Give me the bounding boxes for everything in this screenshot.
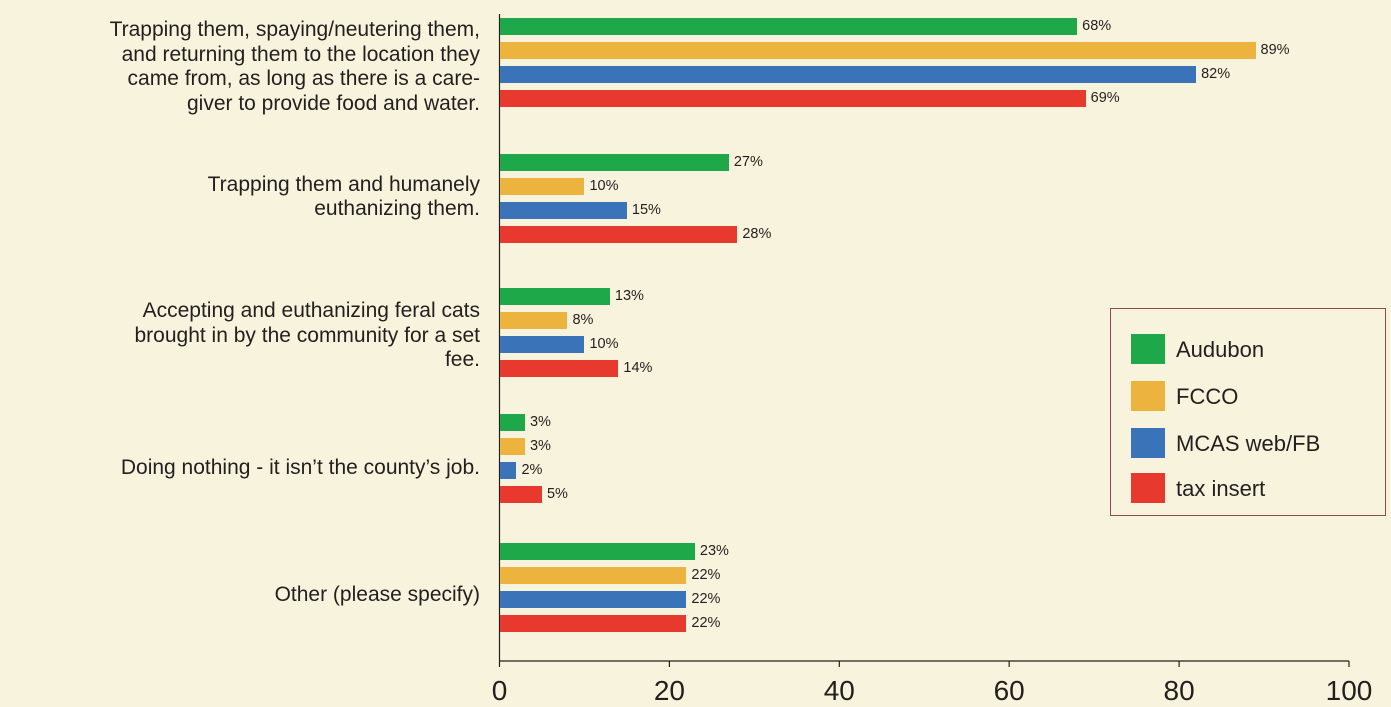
category-label-line: Other (please specify) bbox=[274, 582, 480, 606]
bar-value-label: 14% bbox=[623, 360, 653, 376]
bar-fcco-0 bbox=[499, 42, 1256, 59]
x-tick-label: 60 bbox=[993, 675, 1025, 706]
bar-mcas-web-fb-1 bbox=[499, 202, 627, 219]
bar-value-label: 3% bbox=[529, 438, 551, 454]
bar-mcas-web-fb-0 bbox=[499, 66, 1197, 83]
bar-fcco-3 bbox=[499, 438, 525, 455]
legend-swatch bbox=[1131, 428, 1165, 458]
category-label-line: Accepting and euthanizing feral cats bbox=[142, 299, 480, 323]
bar-tax-insert-4 bbox=[499, 615, 687, 632]
bar-value-label: 10% bbox=[589, 178, 619, 194]
bar-audubon-2 bbox=[499, 288, 610, 305]
category-label-line: Doing nothing - it isn’t the county’s jo… bbox=[120, 455, 480, 479]
bar-value-label: 22% bbox=[691, 591, 721, 607]
bar-value-label: 10% bbox=[589, 336, 619, 352]
bar-mcas-web-fb-2 bbox=[499, 336, 585, 353]
bar-fcco-4 bbox=[499, 567, 687, 584]
category-label-line: came from, as long as there is a care- bbox=[127, 67, 480, 90]
x-tick-label: 80 bbox=[1163, 675, 1195, 706]
category-label-line: euthanizing them. bbox=[314, 197, 480, 220]
category-label: Trapping them, spaying/neutering them, an… bbox=[0, 18, 480, 116]
bar-value-label: 13% bbox=[614, 288, 644, 304]
bar-mcas-web-fb-3 bbox=[499, 462, 517, 479]
bar-value-label: 5% bbox=[546, 486, 568, 502]
bar-audubon-4 bbox=[499, 543, 695, 560]
category-label-line: fee. bbox=[444, 348, 480, 372]
bar-value-label: 8% bbox=[572, 312, 594, 328]
legend-swatch bbox=[1131, 473, 1165, 503]
legend-label: FCCO bbox=[1176, 384, 1239, 409]
bar-tax-insert-0 bbox=[499, 90, 1086, 107]
legend-swatch bbox=[1131, 334, 1165, 364]
category-label: Trapping them and humanely euthanizing th… bbox=[0, 173, 480, 222]
bar-value-label: 89% bbox=[1260, 42, 1290, 58]
category-label: Doing nothing - it isn’t the county’s jo… bbox=[0, 456, 480, 481]
category-label-line: giver to provide food and water. bbox=[186, 91, 480, 115]
chart-legend: Audubon FCCO MCAS web/FB tax insert bbox=[1110, 308, 1386, 516]
bar-value-label: 22% bbox=[691, 615, 721, 631]
category-label-line: and returning them to the location they bbox=[121, 42, 480, 66]
x-tick-label: 20 bbox=[653, 675, 685, 706]
bar-value-label: 69% bbox=[1090, 90, 1120, 106]
bar-value-label: 68% bbox=[1082, 18, 1112, 34]
bar-value-label: 15% bbox=[631, 202, 661, 218]
bar-tax-insert-1 bbox=[499, 226, 738, 243]
bar-value-label: 82% bbox=[1201, 66, 1231, 82]
bar-fcco-1 bbox=[499, 178, 585, 195]
x-tick-label: 0 bbox=[491, 675, 508, 706]
bar-value-label: 28% bbox=[742, 226, 772, 242]
bar-audubon-3 bbox=[499, 414, 525, 431]
category-label-line: Trapping them, spaying/neutering them, bbox=[109, 18, 480, 41]
bar-fcco-2 bbox=[499, 312, 568, 329]
category-label-line: brought in by the community for a set bbox=[134, 323, 480, 347]
x-tick-label: 100 bbox=[1325, 675, 1373, 706]
category-label: Other (please specify) bbox=[0, 583, 480, 608]
bar-audubon-0 bbox=[499, 18, 1078, 35]
category-label: Accepting and euthanizing feral cats brou… bbox=[0, 299, 480, 373]
legend-label: MCAS web/FB bbox=[1176, 431, 1321, 456]
legend-swatch bbox=[1131, 381, 1165, 411]
bar-tax-insert-2 bbox=[499, 360, 619, 377]
bar-mcas-web-fb-4 bbox=[499, 591, 687, 608]
bar-tax-insert-3 bbox=[499, 486, 542, 503]
bar-value-label: 2% bbox=[521, 462, 543, 478]
bar-value-label: 23% bbox=[699, 543, 729, 559]
legend-label: tax insert bbox=[1176, 476, 1266, 501]
bar-value-label: 22% bbox=[691, 567, 721, 583]
bar-audubon-1 bbox=[499, 154, 729, 171]
bar-value-label: 27% bbox=[733, 154, 763, 170]
bar-value-label: 3% bbox=[529, 414, 551, 430]
x-tick-label: 40 bbox=[823, 675, 855, 706]
legend-label: Audubon bbox=[1176, 337, 1265, 362]
category-label-line: Trapping them and humanely bbox=[207, 172, 480, 196]
